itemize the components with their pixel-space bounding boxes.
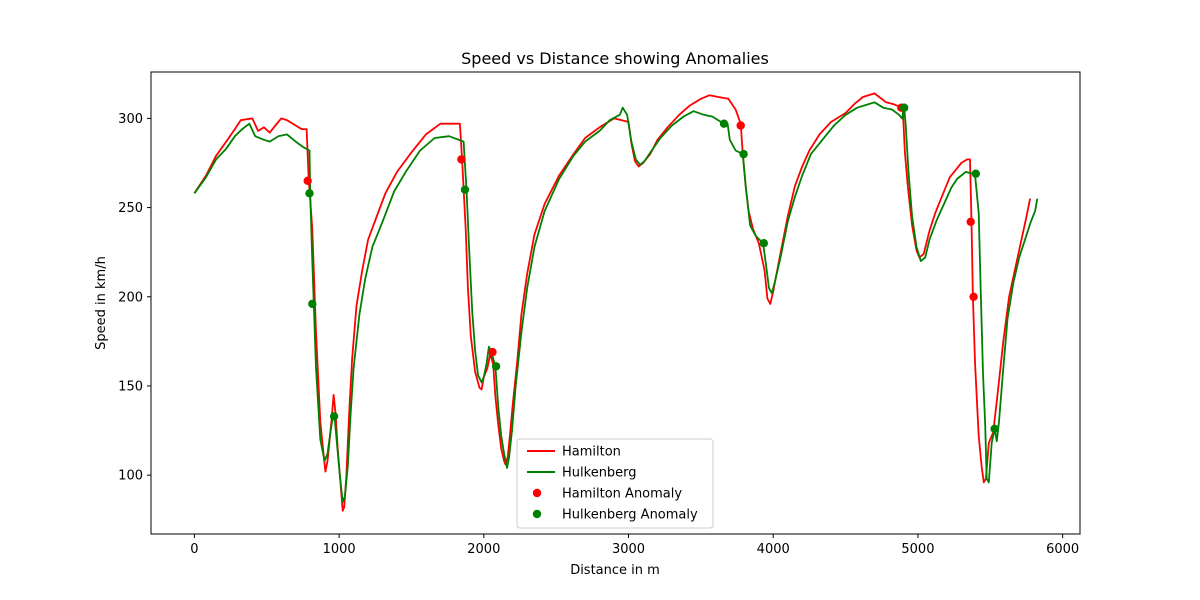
- hamilton-anomaly-point: [488, 347, 497, 357]
- hamilton-anomaly-point: [303, 176, 312, 185]
- x-tick-label: 2000: [467, 542, 500, 557]
- hulkenberg-anomaly-point: [308, 299, 317, 309]
- hulkenberg-anomaly-point: [305, 189, 314, 198]
- x-tick-label: 3000: [612, 542, 645, 557]
- legend-hulkenberg-anomaly-swatch: [532, 509, 542, 519]
- legend-hamilton-anomaly-swatch: [532, 488, 542, 498]
- x-tick-label: 4000: [757, 542, 790, 557]
- y-tick-label: 300: [118, 112, 143, 127]
- y-axis-title: Speed in km/h: [94, 256, 109, 350]
- hamilton-anomaly-point: [457, 155, 466, 164]
- hulkenberg-anomaly-point: [900, 103, 909, 112]
- plot-frame: [150, 71, 1081, 535]
- x-tick-label: 0: [190, 542, 198, 557]
- hulkenberg-anomaly-point: [971, 169, 980, 178]
- legend: Hamilton Hulkenberg Hamilton Anomaly Hulken…: [516, 438, 714, 529]
- x-tick-label: 5000: [901, 542, 934, 557]
- legend-box: [516, 438, 714, 529]
- hamilton-anomaly-point: [969, 292, 978, 301]
- x-tick-label: 1000: [323, 542, 356, 557]
- chart-title: Speed vs Distance showing Anomalies: [461, 49, 769, 68]
- hamilton-anomaly-point: [736, 121, 745, 130]
- x-tick-label: 6000: [1046, 542, 1079, 557]
- hulkenberg-line: [193, 101, 1039, 503]
- y-axis: 100 150 200 250 300: [118, 112, 151, 484]
- legend-hamilton-label: Hamilton: [562, 445, 621, 460]
- hamilton-anomaly-point: [966, 217, 975, 226]
- y-tick-label: 250: [118, 201, 143, 216]
- hulkenberg-anomaly-point: [460, 185, 470, 194]
- hulkenberg-anomaly-point: [719, 119, 729, 128]
- y-tick-label: 150: [118, 379, 143, 394]
- legend-hulkenberg-label: Hulkenberg: [562, 466, 637, 481]
- hulkenberg-anomaly-point: [759, 239, 768, 248]
- legend-hamilton-anomaly-label: Hamilton Anomaly: [562, 487, 682, 502]
- series-layer: [193, 92, 1039, 512]
- legend-hulkenberg-anomaly-label: Hulkenberg Anomaly: [562, 508, 698, 523]
- y-tick-label: 200: [118, 290, 143, 305]
- x-axis-title: Distance in m: [570, 563, 660, 578]
- x-axis: 0 1000 2000 3000 4000 5000 6000: [190, 534, 1079, 557]
- hulkenberg-anomaly-point: [491, 362, 501, 371]
- hulkenberg-anomaly-point: [329, 412, 339, 421]
- hulkenberg-anomaly-point: [990, 424, 999, 433]
- y-tick-label: 100: [118, 469, 143, 484]
- hulkenberg-anomaly-point: [739, 149, 748, 159]
